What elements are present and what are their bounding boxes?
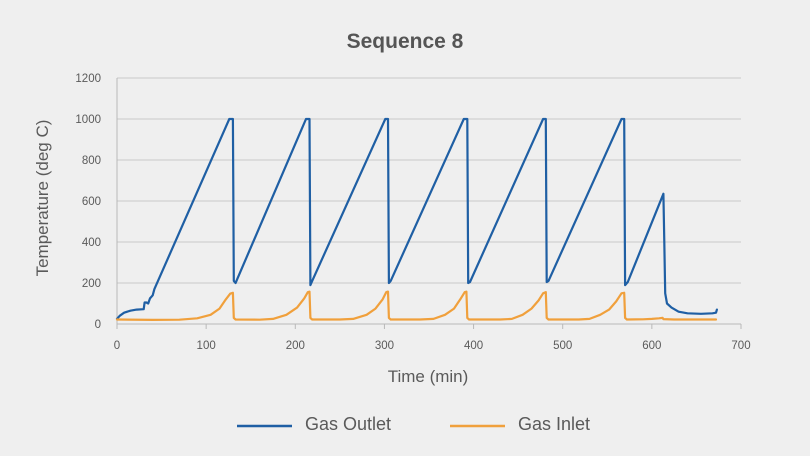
legend-label-gas-inlet: Gas Inlet (518, 414, 590, 434)
gridlines (117, 77, 741, 284)
y-tick-label: 1000 (75, 114, 101, 126)
legend: Gas Outlet Gas Inlet (237, 414, 590, 434)
y-tick-label: 1200 (75, 73, 101, 85)
legend-label-gas-outlet: Gas Outlet (305, 414, 391, 434)
x-axis-label: Time (min) (388, 367, 469, 386)
series-line-gas-outlet (115, 117, 718, 320)
chart-title: Sequence 8 (347, 30, 464, 53)
series-line-gas-inlet (115, 290, 718, 321)
x-tick-label: 100 (197, 340, 216, 352)
x-tick-label: 200 (286, 340, 305, 352)
x-tick-label: 0 (114, 340, 120, 352)
y-axis-label: Temperature (deg C) (33, 120, 52, 277)
y-tick-label: 0 (95, 319, 101, 331)
y-tick-label: 800 (82, 155, 101, 167)
y-tick-label: 600 (82, 196, 101, 208)
x-tick-label: 300 (375, 340, 394, 352)
y-tick-label: 400 (82, 237, 101, 249)
x-tick-label: 400 (464, 340, 483, 352)
tick-labels: 0 200 400 600 800 1000 1200 0 100 200 300 400 500 600… (75, 73, 750, 352)
x-tick-label: 700 (731, 340, 750, 352)
x-tick-label: 500 (553, 340, 572, 352)
y-tick-label: 200 (82, 278, 101, 290)
series-layer (115, 117, 718, 321)
x-tick-label: 600 (642, 340, 661, 352)
axes (116, 78, 742, 329)
